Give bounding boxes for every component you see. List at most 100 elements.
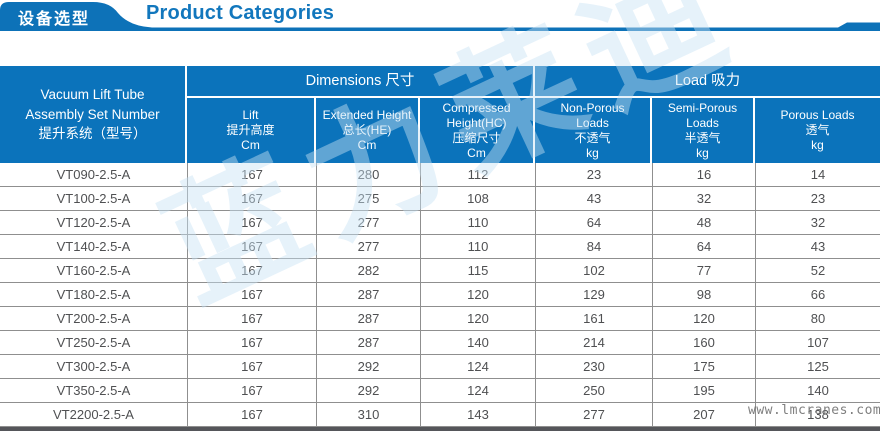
cell-semi-porous-load: 64 (652, 235, 755, 258)
cell-porous-load: 23 (755, 187, 880, 210)
cell-porous-load: 107 (755, 331, 880, 354)
cell-compressed-height: 124 (420, 379, 535, 402)
cell-lift: 167 (187, 307, 316, 330)
cell-compressed-height: 120 (420, 283, 535, 306)
cell-lift: 167 (187, 211, 316, 234)
header-lift: Lift 提升高度 Cm (187, 98, 316, 163)
cell-model: VT120-2.5-A (56, 215, 131, 230)
cell-extended-height: 275 (316, 187, 420, 210)
header-extended-height: Extended Height 总长(HE) Cm (316, 98, 420, 163)
cell-model: VT100-2.5-A (56, 191, 131, 206)
cell-non-porous-load: 250 (535, 379, 652, 402)
cell-lift: 167 (187, 283, 316, 306)
cell-compressed-height: 108 (420, 187, 535, 210)
cell-extended-height: 280 (316, 163, 420, 186)
cell-extended-height: 287 (316, 331, 420, 354)
cell-compressed-height: 143 (420, 403, 535, 426)
cell-porous-load: 32 (755, 211, 880, 234)
table-row: VT250-2.5-A 167 287 140 214 160 107 (0, 331, 880, 355)
cell-porous-load: 66 (755, 283, 880, 306)
cell-extended-height: 277 (316, 235, 420, 258)
cell-model: VT200-2.5-A (56, 311, 131, 326)
cell-extended-height: 292 (316, 355, 420, 378)
title-ribbon-shape (0, 2, 880, 31)
cell-compressed-height: 124 (420, 355, 535, 378)
cell-compressed-height: 112 (420, 163, 535, 186)
table-bottom-border (0, 427, 880, 431)
title-bar: 设备选型 Product Categories (0, 0, 880, 34)
cell-porous-load: 138 (755, 403, 880, 426)
cell-extended-height: 287 (316, 283, 420, 306)
table-row: VT2200-2.5-A 167 310 143 277 207 138 (0, 403, 880, 427)
cell-extended-height: 292 (316, 379, 420, 402)
cell-model: VT180-2.5-A (56, 287, 131, 302)
cell-non-porous-load: 161 (535, 307, 652, 330)
cell-lift: 167 (187, 187, 316, 210)
table-row: VT140-2.5-A 167 277 110 84 64 43 (0, 235, 880, 259)
cell-extended-height: 282 (316, 259, 420, 282)
cell-semi-porous-load: 120 (652, 307, 755, 330)
table-row: VT090-2.5-A 167 280 112 23 16 14 (0, 163, 880, 187)
table-header: Vacuum Lift Tube Assembly Set Number 提升系… (0, 66, 880, 163)
cell-semi-porous-load: 98 (652, 283, 755, 306)
cell-porous-load: 52 (755, 259, 880, 282)
cell-extended-height: 310 (316, 403, 420, 426)
cell-lift: 167 (187, 355, 316, 378)
cell-porous-load: 125 (755, 355, 880, 378)
cell-semi-porous-load: 160 (652, 331, 755, 354)
table-row: VT200-2.5-A 167 287 120 161 120 80 (0, 307, 880, 331)
cell-semi-porous-load: 16 (652, 163, 755, 186)
header-group-load: Load 吸力 (535, 66, 880, 98)
cell-model: VT350-2.5-A (56, 383, 131, 398)
cell-lift: 167 (187, 331, 316, 354)
cell-extended-height: 277 (316, 211, 420, 234)
cell-non-porous-load: 84 (535, 235, 652, 258)
cell-semi-porous-load: 195 (652, 379, 755, 402)
cell-semi-porous-load: 207 (652, 403, 755, 426)
cell-model: VT090-2.5-A (56, 167, 131, 182)
cell-non-porous-load: 230 (535, 355, 652, 378)
table-row: VT100-2.5-A 167 275 108 43 32 23 (0, 187, 880, 211)
cell-model: VT160-2.5-A (56, 263, 131, 278)
table-row: VT180-2.5-A 167 287 120 129 98 66 (0, 283, 880, 307)
header-compressed-height: Compressed Height(HC) 压缩尺寸 Cm (420, 98, 535, 163)
cell-model: VT300-2.5-A (56, 359, 131, 374)
table-row: VT350-2.5-A 167 292 124 250 195 140 (0, 379, 880, 403)
cell-non-porous-load: 64 (535, 211, 652, 234)
cell-semi-porous-load: 48 (652, 211, 755, 234)
header-assembly-set-number: Vacuum Lift Tube Assembly Set Number 提升系… (0, 66, 187, 163)
cell-non-porous-load: 129 (535, 283, 652, 306)
cell-porous-load: 43 (755, 235, 880, 258)
cell-porous-load: 14 (755, 163, 880, 186)
cell-porous-load: 80 (755, 307, 880, 330)
cell-compressed-height: 115 (420, 259, 535, 282)
cell-non-porous-load: 102 (535, 259, 652, 282)
cell-compressed-height: 110 (420, 211, 535, 234)
table-row: VT300-2.5-A 167 292 124 230 175 125 (0, 355, 880, 379)
page-title: Product Categories (146, 2, 335, 24)
header-non-porous-loads: Non-Porous Loads 不透气 kg (535, 98, 652, 163)
cell-semi-porous-load: 32 (652, 187, 755, 210)
cell-model: VT2200-2.5-A (53, 407, 134, 422)
cell-non-porous-load: 43 (535, 187, 652, 210)
cell-model: VT250-2.5-A (56, 335, 131, 350)
cell-semi-porous-load: 77 (652, 259, 755, 282)
cell-extended-height: 287 (316, 307, 420, 330)
header-porous-loads: Porous Loads 透气 kg (755, 98, 880, 163)
cell-non-porous-load: 277 (535, 403, 652, 426)
header-semi-porous-loads: Semi-Porous Loads 半透气 kg (652, 98, 755, 163)
cell-model: VT140-2.5-A (56, 239, 131, 254)
cell-porous-load: 140 (755, 379, 880, 402)
section-tab: 设备选型 (17, 11, 90, 28)
product-spec-table: Vacuum Lift Tube Assembly Set Number 提升系… (0, 66, 880, 431)
cell-compressed-height: 120 (420, 307, 535, 330)
cell-compressed-height: 140 (420, 331, 535, 354)
header-group-dimensions: Dimensions 尺寸 (187, 66, 535, 98)
cell-lift: 167 (187, 259, 316, 282)
cell-non-porous-load: 23 (535, 163, 652, 186)
cell-compressed-height: 110 (420, 235, 535, 258)
cell-non-porous-load: 214 (535, 331, 652, 354)
table-row: VT120-2.5-A 167 277 110 64 48 32 (0, 211, 880, 235)
cell-lift: 167 (187, 403, 316, 426)
